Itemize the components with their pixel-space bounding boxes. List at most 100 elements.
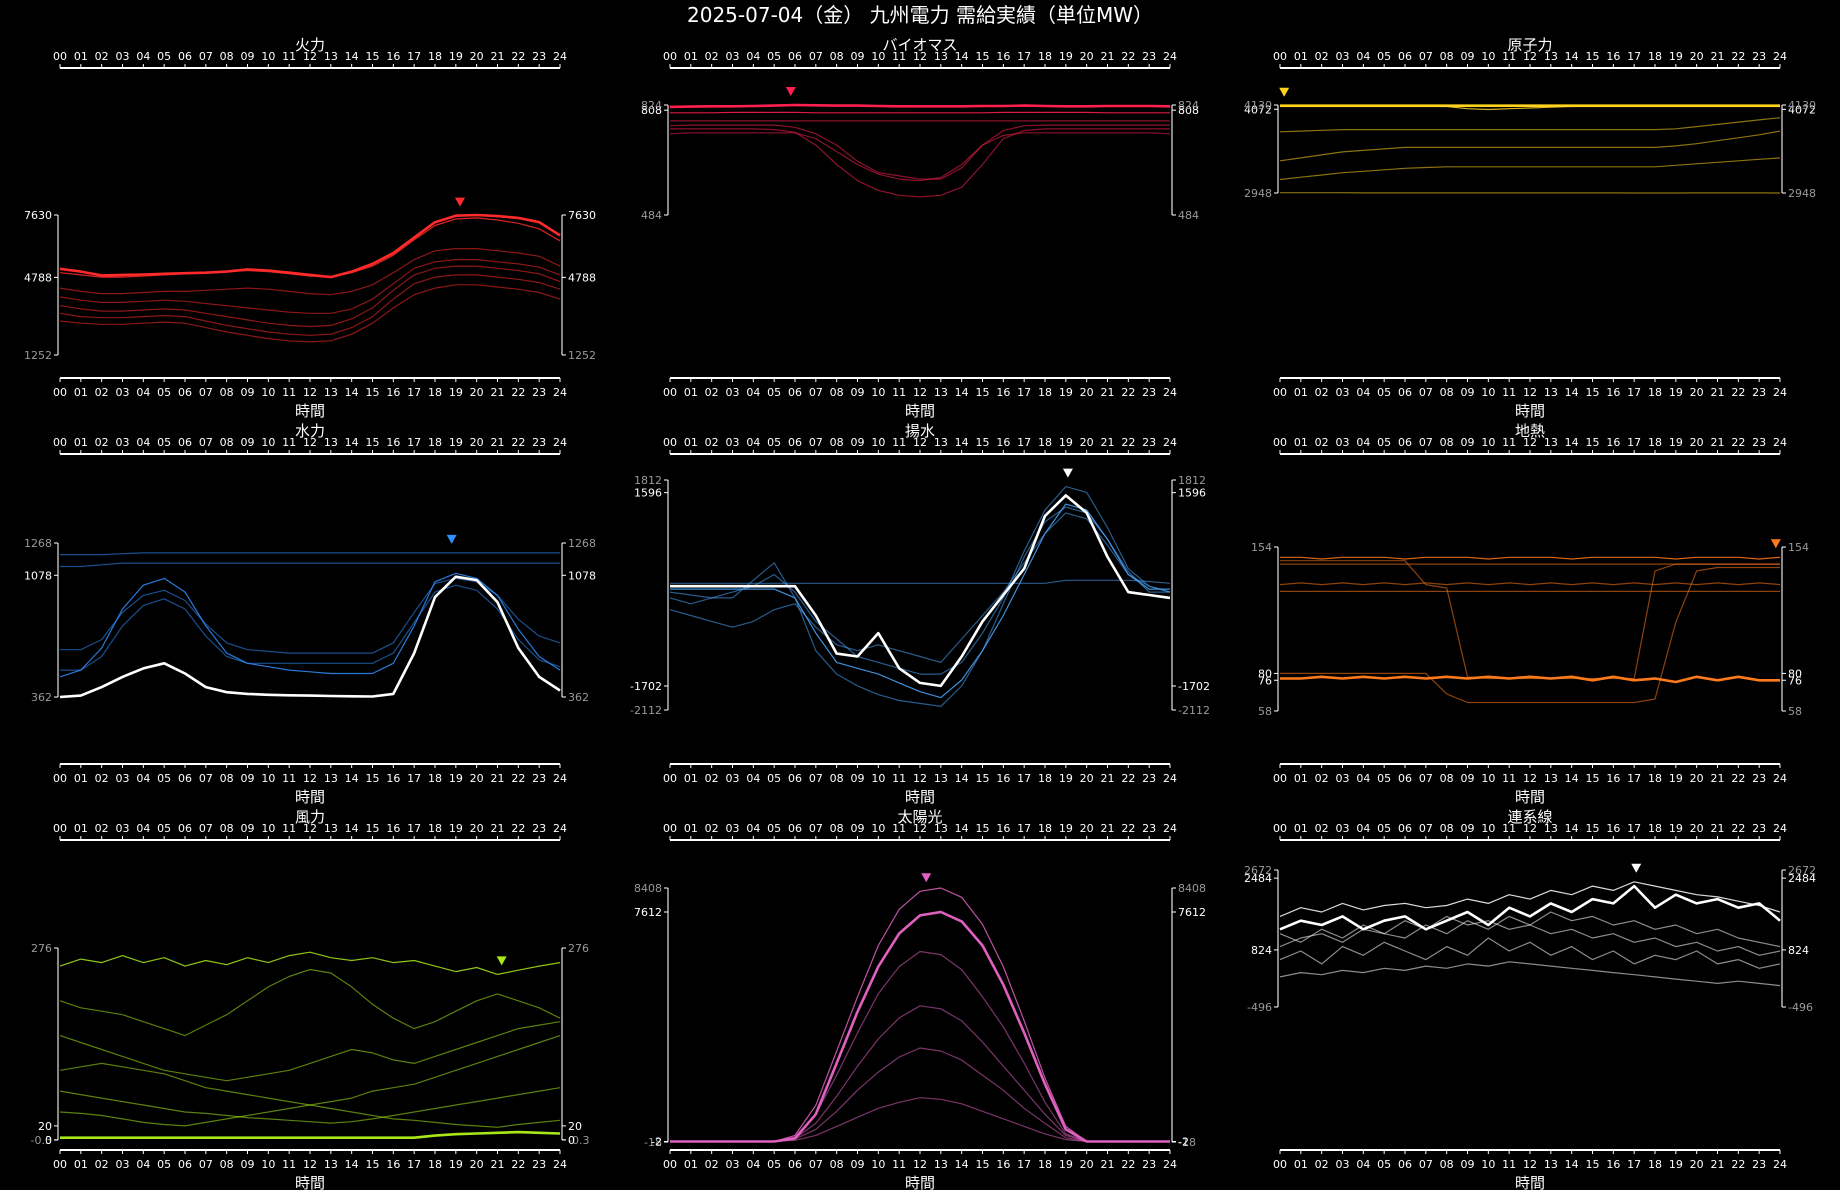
peak-marker bbox=[1062, 468, 1073, 478]
hour-tick-label: 18 bbox=[1648, 50, 1662, 63]
hour-tick-label: 01 bbox=[1294, 772, 1308, 785]
series-line bbox=[669, 103, 1171, 109]
y-tick-label: 276 bbox=[568, 942, 589, 955]
series-line bbox=[670, 1005, 1170, 1143]
hour-tick-label: 16 bbox=[1606, 772, 1620, 785]
series-line bbox=[60, 1130, 561, 1139]
hour-tick-label: 19 bbox=[1059, 50, 1073, 63]
chart-title: 太陽光 bbox=[897, 808, 942, 826]
hour-tick-label: 22 bbox=[1121, 772, 1135, 785]
hour-tick-label: 16 bbox=[386, 386, 400, 399]
series-line bbox=[1279, 937, 1781, 969]
hour-tick-label: 13 bbox=[1544, 822, 1558, 835]
hour-tick-label: 05 bbox=[767, 386, 781, 399]
series-line bbox=[1279, 130, 1781, 162]
series-line bbox=[1279, 881, 1781, 917]
hour-tick-label: 10 bbox=[871, 386, 885, 399]
y-tick-label: 2948 bbox=[1788, 187, 1816, 200]
hour-tick-label: 00 bbox=[663, 822, 677, 835]
y-tick-label: -1702 bbox=[630, 680, 662, 693]
hour-tick-label: 02 bbox=[705, 386, 719, 399]
series-line bbox=[1280, 675, 1780, 684]
hour-tick-label: 05 bbox=[1377, 772, 1391, 785]
hour-tick-label: 24 bbox=[1163, 436, 1177, 449]
hour-tick-label: 16 bbox=[996, 436, 1010, 449]
series-line bbox=[670, 1097, 1170, 1143]
y-tick-label: -0.3 bbox=[568, 1134, 589, 1147]
hour-tick-label: 15 bbox=[366, 386, 380, 399]
hour-tick-label: 03 bbox=[1336, 1158, 1350, 1171]
hour-tick-label: 24 bbox=[1773, 772, 1787, 785]
chart-panel: 太陽光 00 00 01 01 02 02 03 03 04 04 05 05 06 06 07 07 08 08 0… bbox=[634, 808, 1206, 1190]
hour-tick-label: 16 bbox=[386, 822, 400, 835]
hour-tick-label: 20 bbox=[470, 50, 484, 63]
hour-tick-label: 11 bbox=[1502, 436, 1516, 449]
y-tick-label: -2 bbox=[1178, 1136, 1189, 1149]
hour-tick-label: 14 bbox=[345, 1158, 359, 1171]
hour-tick-label: 13 bbox=[324, 50, 338, 63]
y-tick-label: 1078 bbox=[24, 569, 52, 582]
y-tick-label: -2112 bbox=[1178, 704, 1210, 717]
hour-tick-label: 18 bbox=[428, 1158, 442, 1171]
hour-tick-label: 02 bbox=[95, 822, 109, 835]
hour-tick-label: 13 bbox=[324, 1158, 338, 1171]
hour-tick-label: 12 bbox=[303, 1158, 317, 1171]
hour-tick-label: 10 bbox=[1481, 436, 1495, 449]
y-tick-label: -2112 bbox=[630, 704, 662, 717]
hour-tick-label: 01 bbox=[74, 386, 88, 399]
hour-tick-label: 14 bbox=[1565, 822, 1579, 835]
y-tick-label: 7612 bbox=[1178, 906, 1206, 919]
chart-panel: 揚水 00 00 01 01 02 02 03 03 04 04 05 05 06 06 07 07 08 08 09… bbox=[630, 422, 1210, 806]
hour-tick-label: 22 bbox=[1121, 822, 1135, 835]
hour-tick-label: 23 bbox=[532, 822, 546, 835]
hour-tick-label: 01 bbox=[684, 822, 698, 835]
x-axis-label: 時間 bbox=[1515, 402, 1545, 420]
chart-panel: 地熱 00 00 01 01 02 02 03 03 04 04 05 05 06 06 07 07 08 08 09… bbox=[1251, 422, 1809, 806]
hour-tick-label: 09 bbox=[1461, 822, 1475, 835]
hour-tick-label: 05 bbox=[767, 772, 781, 785]
hour-tick-label: 23 bbox=[532, 386, 546, 399]
hour-tick-label: 18 bbox=[1038, 50, 1052, 63]
hour-tick-label: 24 bbox=[1773, 386, 1787, 399]
hour-tick-label: 16 bbox=[996, 772, 1010, 785]
hour-tick-label: 01 bbox=[1294, 386, 1308, 399]
hour-tick-label: 13 bbox=[934, 1158, 948, 1171]
hour-tick-label: 17 bbox=[1017, 436, 1031, 449]
hour-tick-label: 13 bbox=[934, 50, 948, 63]
hour-tick-label: 20 bbox=[470, 772, 484, 785]
hour-tick-label: 14 bbox=[1565, 386, 1579, 399]
chart-panel: 連系線 00 00 01 01 02 02 03 03 04 04 05 05 06 06 07 07 08 08 0… bbox=[1244, 808, 1816, 1190]
hour-tick-label: 18 bbox=[1648, 436, 1662, 449]
chart-title: バイオマス bbox=[882, 36, 957, 54]
hour-tick-label: 04 bbox=[136, 1158, 150, 1171]
hour-tick-label: 14 bbox=[345, 822, 359, 835]
series-line bbox=[1279, 961, 1781, 987]
hour-tick-label: 12 bbox=[303, 386, 317, 399]
hour-tick-label: 22 bbox=[1731, 436, 1745, 449]
hour-tick-label: 12 bbox=[1523, 772, 1537, 785]
y-tick-label: 484 bbox=[641, 209, 662, 222]
hour-tick-label: 15 bbox=[976, 1158, 990, 1171]
hour-tick-label: 22 bbox=[1731, 50, 1745, 63]
hour-tick-label: 13 bbox=[1544, 386, 1558, 399]
series-line bbox=[1279, 884, 1781, 931]
hour-tick-label: 10 bbox=[871, 436, 885, 449]
y-tick-label: 824 bbox=[1178, 99, 1199, 112]
hour-tick-label: 11 bbox=[282, 386, 296, 399]
hour-tick-label: 19 bbox=[449, 50, 463, 63]
hour-tick-label: 20 bbox=[1080, 436, 1094, 449]
hour-tick-label: 03 bbox=[1336, 772, 1350, 785]
y-tick-label: -1702 bbox=[1178, 680, 1210, 693]
hour-tick-label: 20 bbox=[470, 386, 484, 399]
hour-tick-label: 01 bbox=[74, 50, 88, 63]
hour-tick-label: 11 bbox=[1502, 50, 1516, 63]
hour-tick-label: 08 bbox=[220, 1158, 234, 1171]
hour-tick-label: 07 bbox=[199, 772, 213, 785]
hour-tick-label: 04 bbox=[1356, 50, 1370, 63]
hour-tick-label: 05 bbox=[1377, 1158, 1391, 1171]
y-tick-label: 58 bbox=[1788, 705, 1802, 718]
y-tick-label: 0 bbox=[568, 1134, 575, 1147]
hour-tick-label: 16 bbox=[386, 50, 400, 63]
hour-tick-label: 06 bbox=[788, 436, 802, 449]
